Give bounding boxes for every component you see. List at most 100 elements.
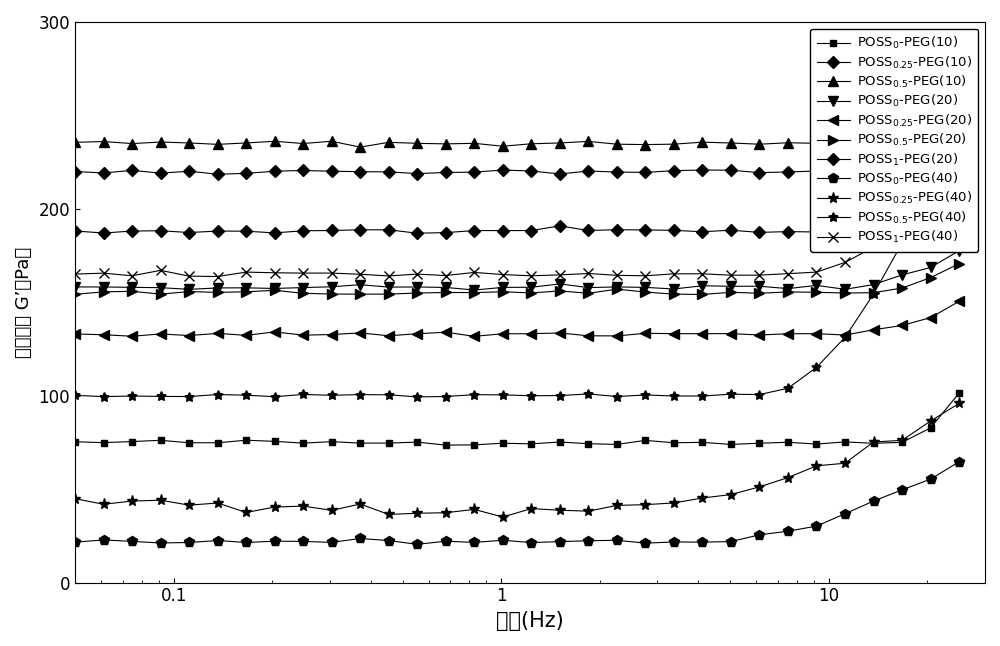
- POSS$_{0.5}$-PEG(10): [183, 139, 195, 147]
- POSS$_1$-PEG(20): [925, 194, 937, 202]
- POSS$_{0.5}$-PEG(20): [98, 288, 110, 296]
- POSS$_{0.5}$-PEG(40): [440, 393, 452, 401]
- POSS$_{0.25}$-PEG(40): [440, 509, 452, 517]
- POSS$_{0.5}$-PEG(40): [925, 176, 937, 184]
- POSS$_{0.25}$-PEG(40): [383, 510, 395, 518]
- POSS$_{0.5}$-PEG(20): [326, 290, 338, 298]
- POSS$_0$-PEG(40): [525, 539, 537, 547]
- POSS$_{0.25}$-PEG(20): [925, 314, 937, 322]
- POSS$_{0.25}$-PEG(20): [582, 332, 594, 340]
- POSS$_{0.5}$-PEG(20): [554, 287, 566, 295]
- POSS$_1$-PEG(40): [782, 270, 794, 278]
- POSS$_{0.5}$-PEG(20): [240, 288, 252, 296]
- POSS$_{0.25}$-PEG(10): [69, 167, 81, 175]
- POSS$_0$-PEG(20): [69, 283, 81, 291]
- POSS$_{0.5}$-PEG(20): [354, 290, 366, 298]
- POSS$_{0.25}$-PEG(10): [925, 132, 937, 140]
- Y-axis label: 储能模量 G’（Pa）: 储能模量 G’（Pa）: [15, 247, 33, 358]
- POSS$_0$-PEG(40): [354, 535, 366, 543]
- POSS$_1$-PEG(20): [155, 227, 167, 234]
- POSS$_0$-PEG(10): [354, 439, 366, 447]
- POSS$_{0.25}$-PEG(10): [98, 169, 110, 177]
- POSS$_0$-PEG(20): [925, 264, 937, 271]
- POSS$_{0.25}$-PEG(40): [297, 502, 309, 510]
- POSS$_{0.25}$-PEG(10): [725, 166, 737, 174]
- POSS$_{0.25}$-PEG(10): [326, 167, 338, 175]
- POSS$_{0.25}$-PEG(40): [240, 508, 252, 516]
- POSS$_1$-PEG(20): [126, 227, 138, 235]
- POSS$_0$-PEG(20): [212, 284, 224, 292]
- POSS$_{0.5}$-PEG(20): [839, 289, 851, 297]
- POSS$_{0.25}$-PEG(20): [240, 331, 252, 339]
- POSS$_{0.25}$-PEG(20): [383, 332, 395, 340]
- POSS$_{0.5}$-PEG(40): [497, 391, 509, 399]
- POSS$_{0.25}$-PEG(10): [839, 166, 851, 174]
- POSS$_{0.5}$-PEG(40): [155, 393, 167, 401]
- POSS$_1$-PEG(20): [839, 226, 851, 234]
- POSS$_1$-PEG(40): [639, 272, 651, 280]
- POSS$_0$-PEG(40): [753, 531, 765, 539]
- POSS$_{0.25}$-PEG(20): [611, 332, 623, 340]
- POSS$_{0.25}$-PEG(10): [782, 168, 794, 176]
- POSS$_{0.25}$-PEG(40): [497, 513, 509, 521]
- POSS$_{0.5}$-PEG(10): [554, 139, 566, 147]
- POSS$_0$-PEG(40): [582, 537, 594, 545]
- POSS$_{0.25}$-PEG(20): [98, 331, 110, 339]
- POSS$_{0.5}$-PEG(10): [896, 127, 908, 135]
- POSS$_{0.25}$-PEG(40): [183, 501, 195, 509]
- POSS$_0$-PEG(10): [868, 439, 880, 447]
- POSS$_{0.5}$-PEG(20): [582, 289, 594, 297]
- POSS$_{0.5}$-PEG(40): [297, 391, 309, 399]
- POSS$_{0.5}$-PEG(20): [896, 284, 908, 292]
- Line: POSS$_{0.25}$-PEG(10): POSS$_{0.25}$-PEG(10): [71, 94, 963, 178]
- POSS$_0$-PEG(10): [326, 438, 338, 446]
- POSS$_{0.5}$-PEG(40): [782, 384, 794, 392]
- POSS$_0$-PEG(20): [554, 280, 566, 287]
- POSS$_{0.5}$-PEG(20): [126, 287, 138, 295]
- POSS$_0$-PEG(40): [611, 536, 623, 544]
- POSS$_0$-PEG(40): [896, 486, 908, 494]
- POSS$_{0.25}$-PEG(20): [810, 329, 822, 337]
- POSS$_0$-PEG(20): [896, 271, 908, 279]
- POSS$_1$-PEG(20): [810, 228, 822, 236]
- POSS$_{0.5}$-PEG(40): [696, 392, 708, 400]
- POSS$_0$-PEG(40): [696, 538, 708, 546]
- POSS$_1$-PEG(20): [497, 227, 509, 234]
- POSS$_0$-PEG(20): [383, 283, 395, 291]
- POSS$_{0.5}$-PEG(40): [868, 290, 880, 298]
- POSS$_{0.25}$-PEG(20): [782, 330, 794, 338]
- POSS$_1$-PEG(40): [212, 273, 224, 280]
- POSS$_0$-PEG(20): [611, 283, 623, 291]
- POSS$_{0.5}$-PEG(10): [696, 138, 708, 146]
- POSS$_{0.25}$-PEG(10): [497, 166, 509, 174]
- POSS$_{0.5}$-PEG(40): [269, 393, 281, 401]
- POSS$_{0.25}$-PEG(10): [611, 168, 623, 176]
- POSS$_{0.25}$-PEG(10): [639, 169, 651, 176]
- POSS$_{0.25}$-PEG(40): [411, 509, 423, 517]
- POSS$_0$-PEG(40): [297, 537, 309, 545]
- POSS$_0$-PEG(10): [525, 440, 537, 448]
- Line: POSS$_1$-PEG(40): POSS$_1$-PEG(40): [70, 173, 964, 282]
- POSS$_0$-PEG(20): [155, 284, 167, 291]
- POSS$_0$-PEG(10): [696, 439, 708, 446]
- POSS$_0$-PEG(40): [725, 537, 737, 545]
- POSS$_0$-PEG(20): [582, 284, 594, 291]
- POSS$_{0.5}$-PEG(20): [69, 291, 81, 298]
- POSS$_{0.25}$-PEG(40): [98, 501, 110, 508]
- POSS$_{0.5}$-PEG(10): [383, 138, 395, 146]
- POSS$_1$-PEG(20): [326, 227, 338, 234]
- POSS$_{0.25}$-PEG(10): [896, 156, 908, 164]
- POSS$_{0.5}$-PEG(40): [411, 393, 423, 401]
- POSS$_{0.5}$-PEG(10): [725, 139, 737, 147]
- POSS$_0$-PEG(20): [354, 281, 366, 289]
- POSS$_1$-PEG(40): [554, 271, 566, 278]
- POSS$_{0.5}$-PEG(40): [582, 390, 594, 398]
- POSS$_{0.25}$-PEG(40): [468, 506, 480, 514]
- POSS$_{0.5}$-PEG(40): [98, 393, 110, 401]
- POSS$_{0.25}$-PEG(10): [297, 167, 309, 174]
- POSS$_1$-PEG(40): [497, 271, 509, 278]
- POSS$_1$-PEG(40): [297, 269, 309, 277]
- POSS$_0$-PEG(40): [155, 539, 167, 547]
- Line: POSS$_{0.5}$-PEG(10): POSS$_{0.5}$-PEG(10): [70, 57, 964, 152]
- POSS$_0$-PEG(20): [782, 285, 794, 293]
